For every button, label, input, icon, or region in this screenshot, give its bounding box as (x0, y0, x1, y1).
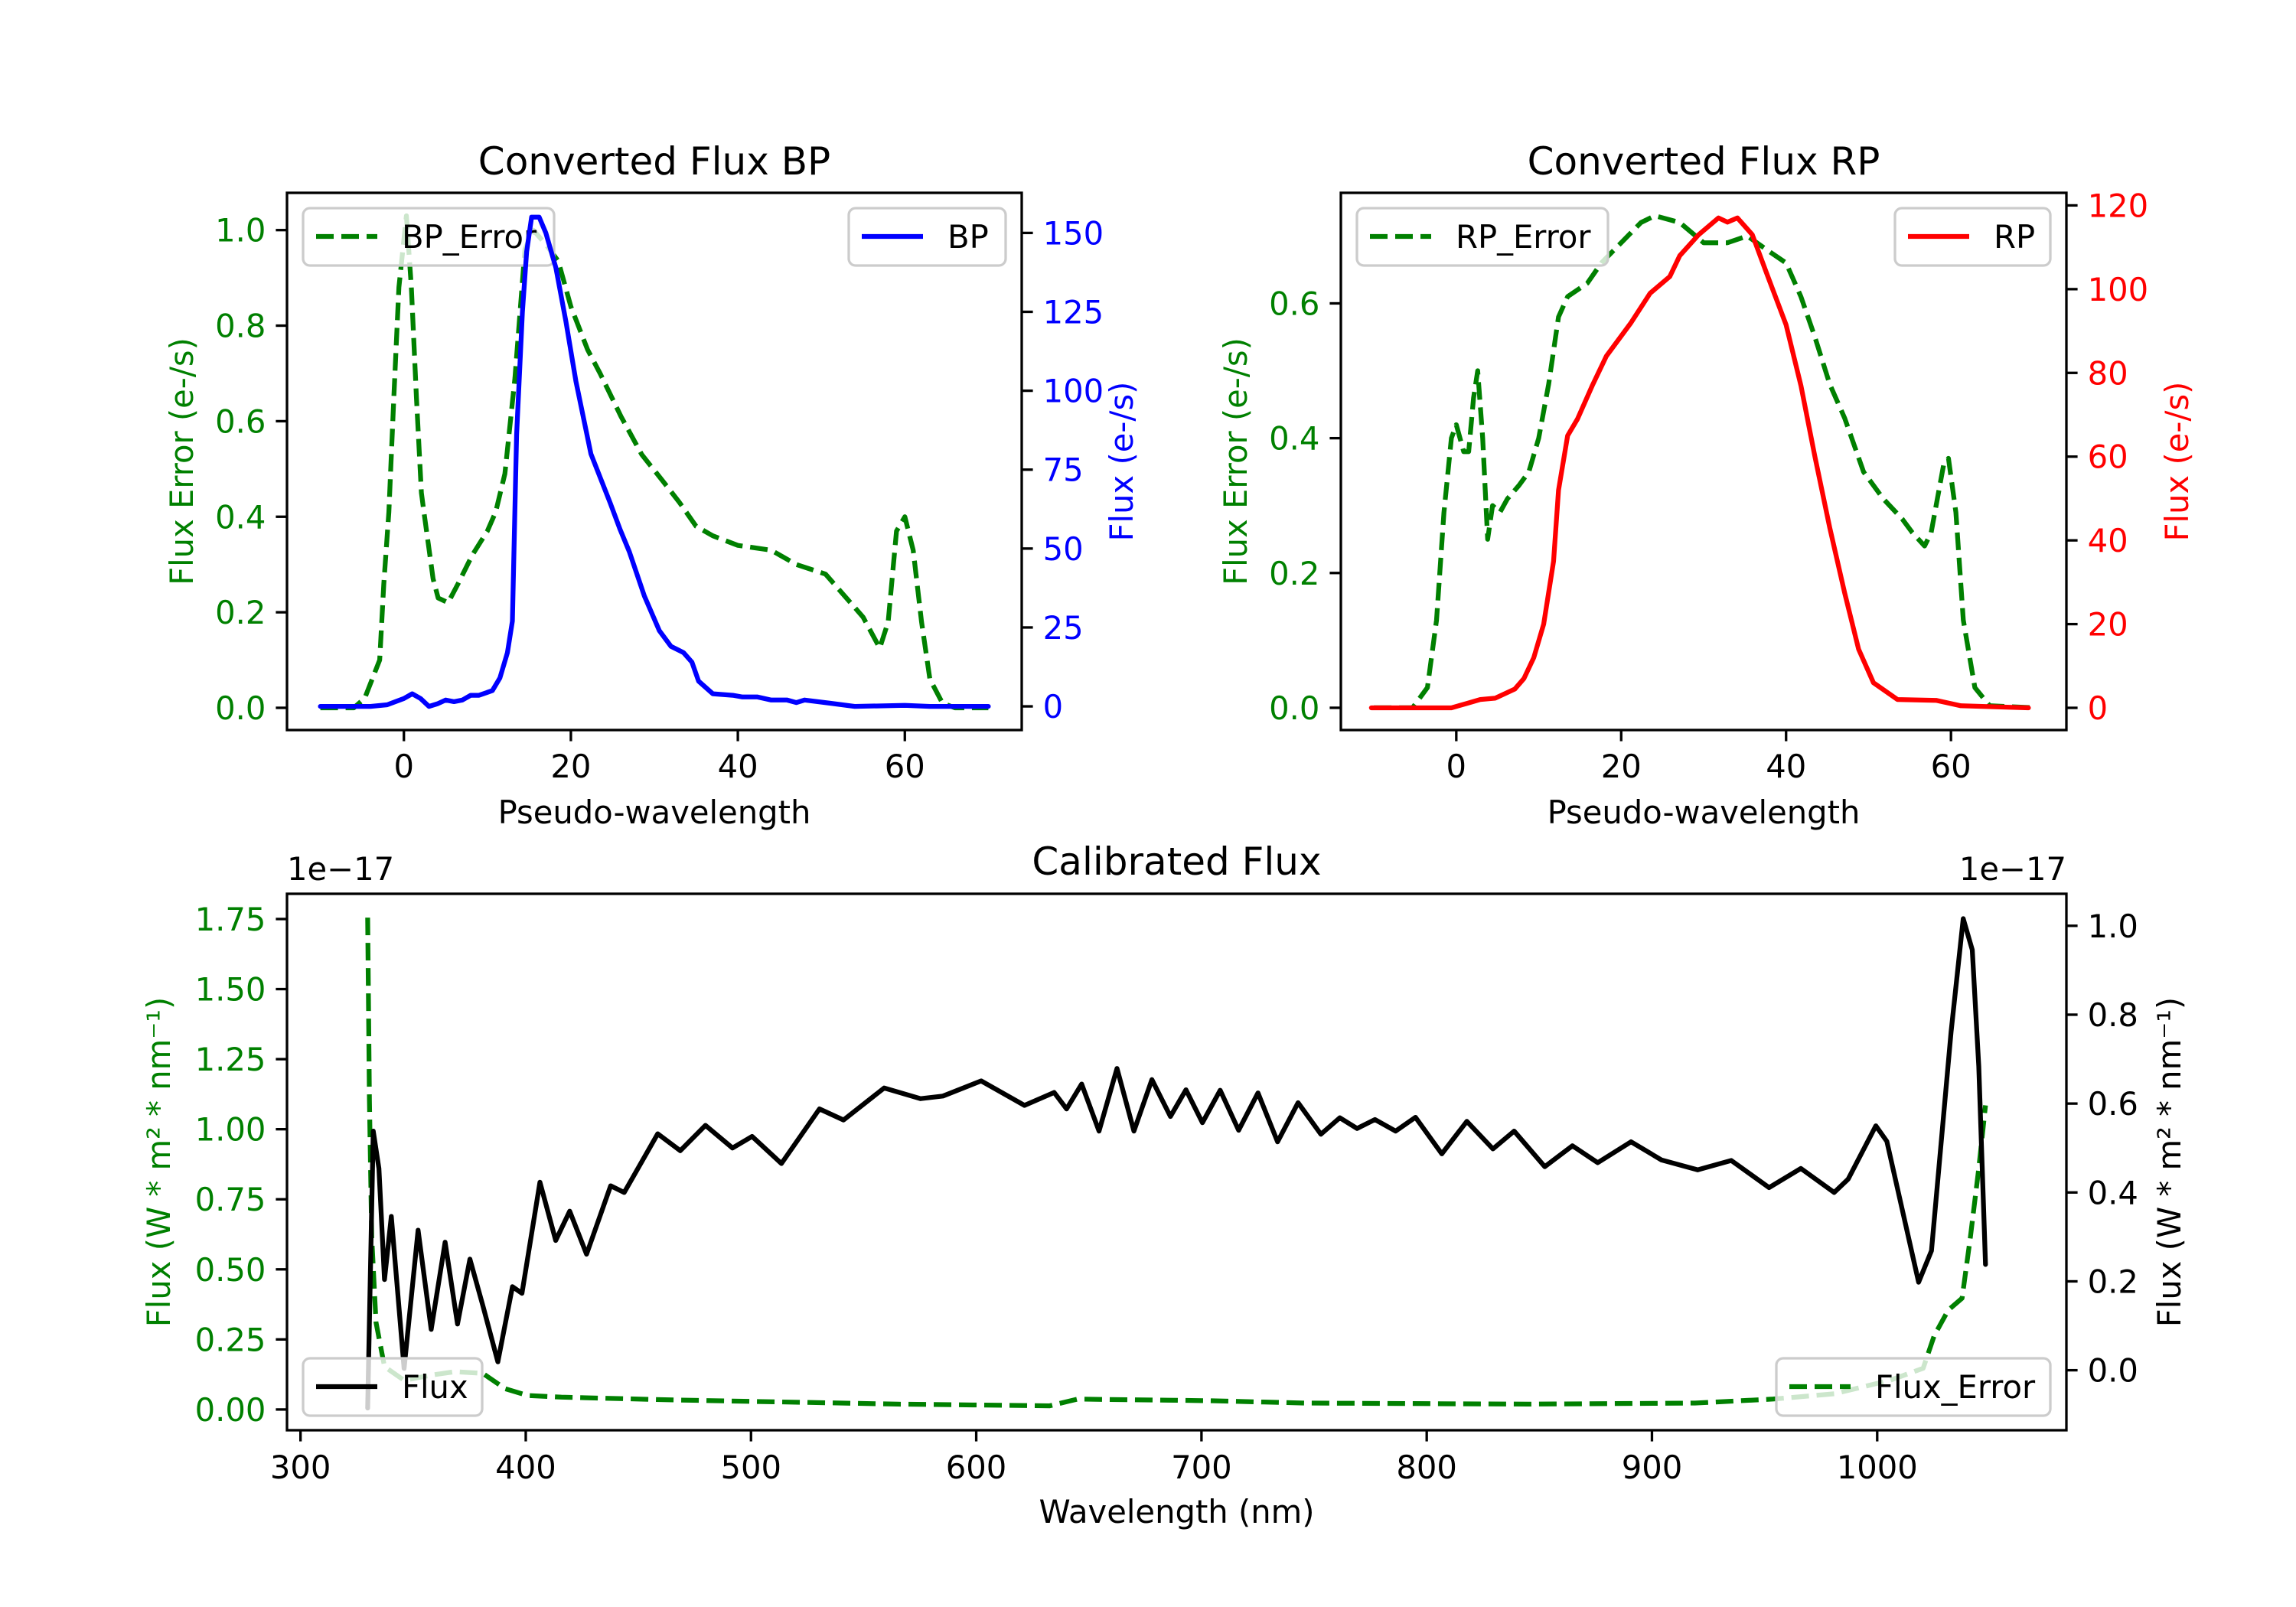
y-right-axis-label: Flux (e-/s) (1103, 382, 1140, 542)
y-left-tick-label: 0.25 (195, 1321, 266, 1358)
y-right-axis-label: Flux (W * m² * nm⁻¹) (2151, 997, 2188, 1327)
y-left-tick-label: 0.2 (215, 594, 266, 631)
x-tick-label: 0 (393, 748, 414, 785)
chart-title: Calibrated Flux (1032, 839, 1321, 884)
axes-frame (1339, 191, 2068, 732)
legend-label: Flux_Error (1875, 1368, 2036, 1406)
y-left-axis-label: Flux (W * m² * nm⁻¹) (140, 997, 178, 1327)
y-right-tick-label: 0 (1043, 688, 1064, 725)
legend-label: BP_Error (402, 218, 537, 256)
x-tick-label: 300 (270, 1449, 331, 1486)
y-left-tick-label: 1.00 (195, 1111, 266, 1149)
y-right-tick-label: 100 (1043, 373, 1104, 410)
y-right-tick-label: 80 (2088, 354, 2128, 392)
y-left-axis-label: Flux Error (e-/s) (163, 337, 201, 585)
y-right-tick-label: 40 (2088, 522, 2128, 559)
legend-frame (1775, 1357, 2052, 1417)
x-axis-label: Pseudo-wavelength (1548, 794, 1861, 831)
legend-label: RP (1994, 218, 2035, 256)
y-right-tick-label: 120 (2088, 187, 2149, 224)
axes-frame (285, 191, 1023, 732)
y-left-tick-label: 0.50 (195, 1251, 266, 1289)
y-right-tick-label: 50 (1043, 530, 1084, 568)
y-right-tick-label: 0.2 (2088, 1263, 2138, 1300)
x-tick-label: 900 (1622, 1449, 1683, 1486)
x-tick-label: 1000 (1837, 1449, 1918, 1486)
legend-flux: Flux (302, 1357, 484, 1417)
legend-flux-error: Flux_Error (1775, 1357, 2052, 1417)
x-tick-label: 40 (718, 748, 758, 785)
y-left-tick-label: 0.8 (215, 308, 266, 345)
legend-label: BP (947, 218, 989, 256)
legend-frame (302, 1357, 484, 1417)
legend-label: Flux (402, 1368, 468, 1406)
y-right-axis-label: Flux (e-/s) (2158, 382, 2196, 542)
x-axis-label: Pseudo-wavelength (498, 794, 811, 831)
legend-bp-error: BP_Error (302, 207, 556, 267)
y-left-tick-label: 0.2 (1269, 555, 1319, 592)
y-right-tick-label: 60 (2088, 438, 2128, 476)
y-right-tick-label: 75 (1043, 451, 1084, 489)
series-line-bp (318, 214, 991, 709)
series-line-flux (365, 916, 1988, 1411)
y-right-tick-label: 25 (1043, 609, 1084, 647)
x-tick-label: 60 (1931, 748, 1971, 785)
legend-label: RP_Error (1456, 218, 1591, 256)
x-tick-label: 500 (720, 1449, 781, 1486)
series-line-rp-error (1374, 213, 2034, 711)
y-left-tick-label: 1.25 (195, 1041, 266, 1078)
legend-frame (1355, 207, 1609, 267)
chart-title: Converted Flux RP (1528, 139, 1880, 184)
x-tick-label: 60 (885, 748, 925, 785)
axes-frame (285, 892, 2068, 1432)
y-left-tick-label: 1.0 (215, 212, 266, 249)
legend-bp: BP (847, 207, 1007, 267)
y-right-tick-label: 0.4 (2088, 1174, 2138, 1211)
x-tick-label: 400 (495, 1449, 556, 1486)
y-right-tick-label: 125 (1043, 293, 1104, 331)
y-right-tick-label: 100 (2088, 271, 2149, 308)
y-left-tick-label: 0.6 (215, 403, 266, 440)
x-tick-label: 0 (1446, 748, 1467, 785)
x-tick-label: 40 (1766, 748, 1806, 785)
x-tick-label: 20 (550, 748, 591, 785)
y-right-tick-label: 1.0 (2088, 908, 2138, 945)
y-left-axis-label: Flux Error (e-/s) (1217, 337, 1254, 585)
rp-panel: Converted Flux RP 0 20 40 60 0.0 0.2 0.4 0.6 0 20 4… (1217, 139, 2196, 831)
legend-frame (847, 207, 1007, 267)
y-left-tick-label: 0.4 (1269, 420, 1319, 458)
series-line-rp (1368, 215, 2031, 711)
y-left-tick-label: 0.6 (1269, 285, 1319, 322)
y-left-tick-label: 1.50 (195, 971, 266, 1009)
y-right-tick-label: 0.0 (2088, 1352, 2138, 1390)
y-right-tick-label: 0.6 (2088, 1085, 2138, 1123)
legend-rp-error: RP_Error (1355, 207, 1609, 267)
y-left-tick-label: 0.00 (195, 1391, 266, 1429)
legend-frame (1893, 207, 2052, 267)
legend-frame (302, 207, 556, 267)
y-left-offset-text: 1e−17 (287, 850, 394, 888)
calibrated-panel: Calibrated Flux 300 400 500 600 700 800 900 1000… (140, 839, 2188, 1530)
x-tick-label: 800 (1396, 1449, 1457, 1486)
bp-panel: Converted Flux BP 0 20 40 60 0.0 0.2 0.4 0.6 0.8 1… (163, 139, 1140, 831)
x-tick-label: 700 (1171, 1449, 1232, 1486)
y-right-tick-label: 0.8 (2088, 996, 2138, 1034)
y-left-tick-label: 0.75 (195, 1181, 266, 1218)
y-left-tick-label: 0.0 (1269, 689, 1319, 727)
x-axis-label: Wavelength (nm) (1039, 1493, 1314, 1530)
x-tick-label: 600 (946, 1449, 1007, 1486)
y-left-tick-label: 0.4 (215, 498, 266, 536)
x-tick-label: 20 (1601, 748, 1642, 785)
y-right-tick-label: 150 (1043, 214, 1104, 252)
chart-title: Converted Flux BP (478, 139, 830, 184)
y-right-tick-label: 0 (2088, 689, 2108, 727)
y-right-offset-text: 1e−17 (1959, 850, 2066, 888)
y-right-tick-label: 20 (2088, 606, 2128, 644)
y-left-tick-label: 0.0 (215, 689, 266, 727)
legend-rp: RP (1893, 207, 2052, 267)
y-left-tick-label: 1.75 (195, 901, 266, 938)
